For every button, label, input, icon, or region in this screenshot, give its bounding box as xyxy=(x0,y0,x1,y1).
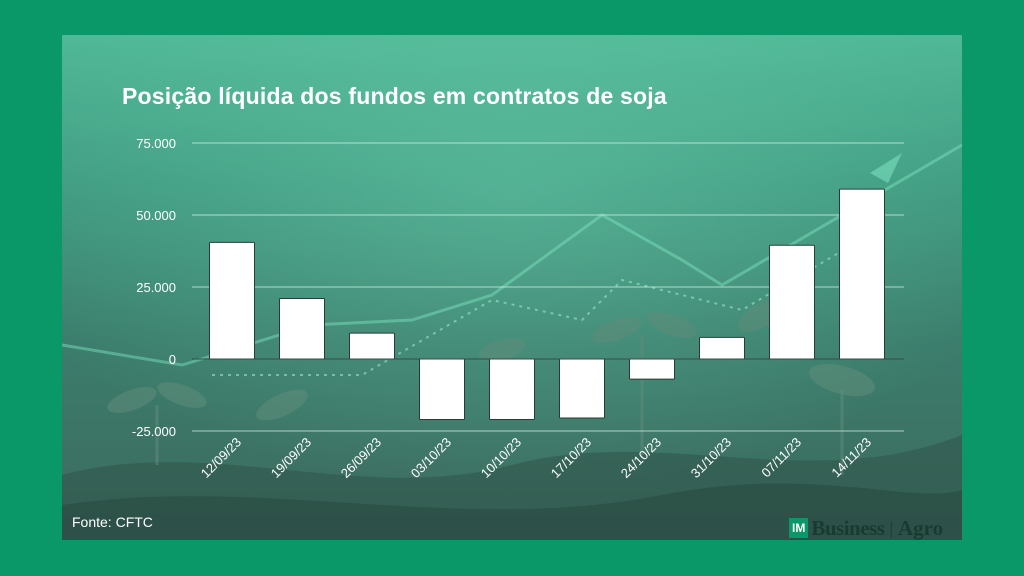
x-tick-label: 12/09/23 xyxy=(198,435,244,481)
bar xyxy=(769,244,815,360)
x-tick-label: 26/09/23 xyxy=(338,435,384,481)
bar xyxy=(559,358,605,419)
bar xyxy=(349,332,395,360)
chart-panel: Posição líquida dos fundos em contratos … xyxy=(62,35,962,540)
bar xyxy=(629,358,675,380)
x-tick-label: 24/10/23 xyxy=(618,435,664,481)
bar xyxy=(209,241,255,360)
y-tick-label: 25.000 xyxy=(136,280,176,295)
x-axis-ticks: 12/09/23 19/09/23 26/09/23 03/10/23 10/10/23… xyxy=(198,435,874,481)
bars xyxy=(209,188,885,420)
x-tick-label: 14/11/23 xyxy=(828,435,874,481)
bar-chart: 75.000 50.000 25.000 0 -25.000 12/09/23 19/09… xyxy=(132,136,904,481)
y-tick-label: 75.000 xyxy=(136,136,176,151)
brand-logo: IM Business | Agro xyxy=(789,514,943,540)
source-note: Fonte: CFTC xyxy=(72,514,153,530)
logo-brand: Business xyxy=(811,515,885,540)
bar xyxy=(699,336,745,360)
x-tick-label: 10/10/23 xyxy=(478,435,524,481)
x-tick-label: 19/09/23 xyxy=(268,435,314,481)
x-tick-label: 03/10/23 xyxy=(408,435,454,481)
logo-badge: IM xyxy=(789,518,809,538)
x-tick-label: 07/11/23 xyxy=(758,435,804,481)
y-tick-label: -25.000 xyxy=(132,424,176,439)
y-tick-label: 0 xyxy=(169,352,176,367)
logo-section: Agro xyxy=(898,515,944,540)
y-axis-ticks: 75.000 50.000 25.000 0 -25.000 xyxy=(132,136,176,439)
bar xyxy=(419,358,465,420)
chart-title: Posição líquida dos fundos em contratos … xyxy=(122,83,667,109)
bar xyxy=(279,298,325,360)
logo-separator: | xyxy=(889,517,893,538)
bar xyxy=(489,358,535,420)
x-tick-label: 31/10/23 xyxy=(688,435,734,481)
bar xyxy=(839,188,885,360)
x-tick-label: 17/10/23 xyxy=(548,435,594,481)
y-tick-label: 50.000 xyxy=(136,208,176,223)
